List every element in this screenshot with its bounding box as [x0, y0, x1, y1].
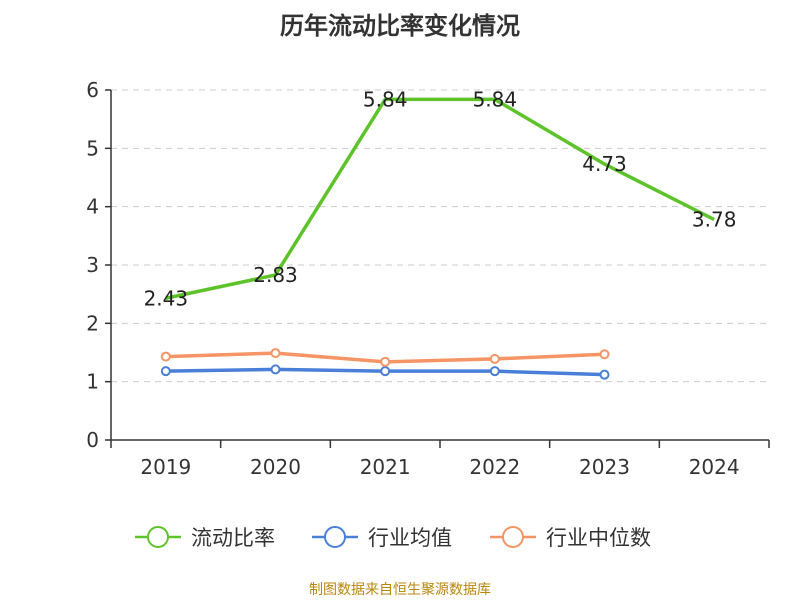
x-tick-label: 2019: [140, 455, 191, 479]
y-tick-label: 0: [86, 428, 99, 452]
y-tick-label: 5: [86, 136, 99, 160]
data-point: [599, 349, 610, 360]
x-tick-label: 2024: [689, 455, 740, 479]
legend-marker: [324, 526, 346, 548]
data-point: [380, 366, 391, 377]
data-label: 5.84: [473, 87, 518, 111]
data-point: [160, 351, 171, 362]
data-label: 4.73: [582, 152, 627, 176]
data-label: 5.84: [363, 87, 408, 111]
series-line: [165, 97, 715, 300]
data-label: 2.83: [253, 263, 298, 287]
y-tick-label: 2: [86, 311, 99, 335]
y-tick-label: 3: [86, 253, 99, 277]
legend-label: 行业均值: [368, 526, 452, 550]
legend-marker: [147, 526, 169, 548]
legend-label: 行业中位数: [546, 526, 651, 550]
data-point: [160, 366, 171, 377]
data-point: [380, 356, 391, 367]
legend-label: 流动比率: [191, 526, 275, 550]
y-tick-label: 4: [86, 195, 99, 219]
y-tick-label: 1: [86, 370, 99, 394]
x-tick-label: 2023: [579, 455, 630, 479]
x-tick-label: 2022: [469, 455, 520, 479]
data-label: 3.78: [692, 208, 737, 232]
legend-marker: [502, 526, 524, 548]
data-source-note: 制图数据来自恒生聚源数据库: [309, 582, 491, 598]
data-point: [270, 348, 281, 359]
y-tick-label: 6: [86, 78, 99, 102]
chart-title: 历年流动比率变化情况: [280, 12, 520, 40]
data-point: [270, 364, 281, 375]
data-point: [489, 353, 500, 364]
x-tick-label: 2021: [360, 455, 411, 479]
data-point: [489, 366, 500, 377]
data-label: 2.43: [144, 286, 189, 310]
x-tick-label: 2020: [250, 455, 301, 479]
data-point: [599, 369, 610, 380]
